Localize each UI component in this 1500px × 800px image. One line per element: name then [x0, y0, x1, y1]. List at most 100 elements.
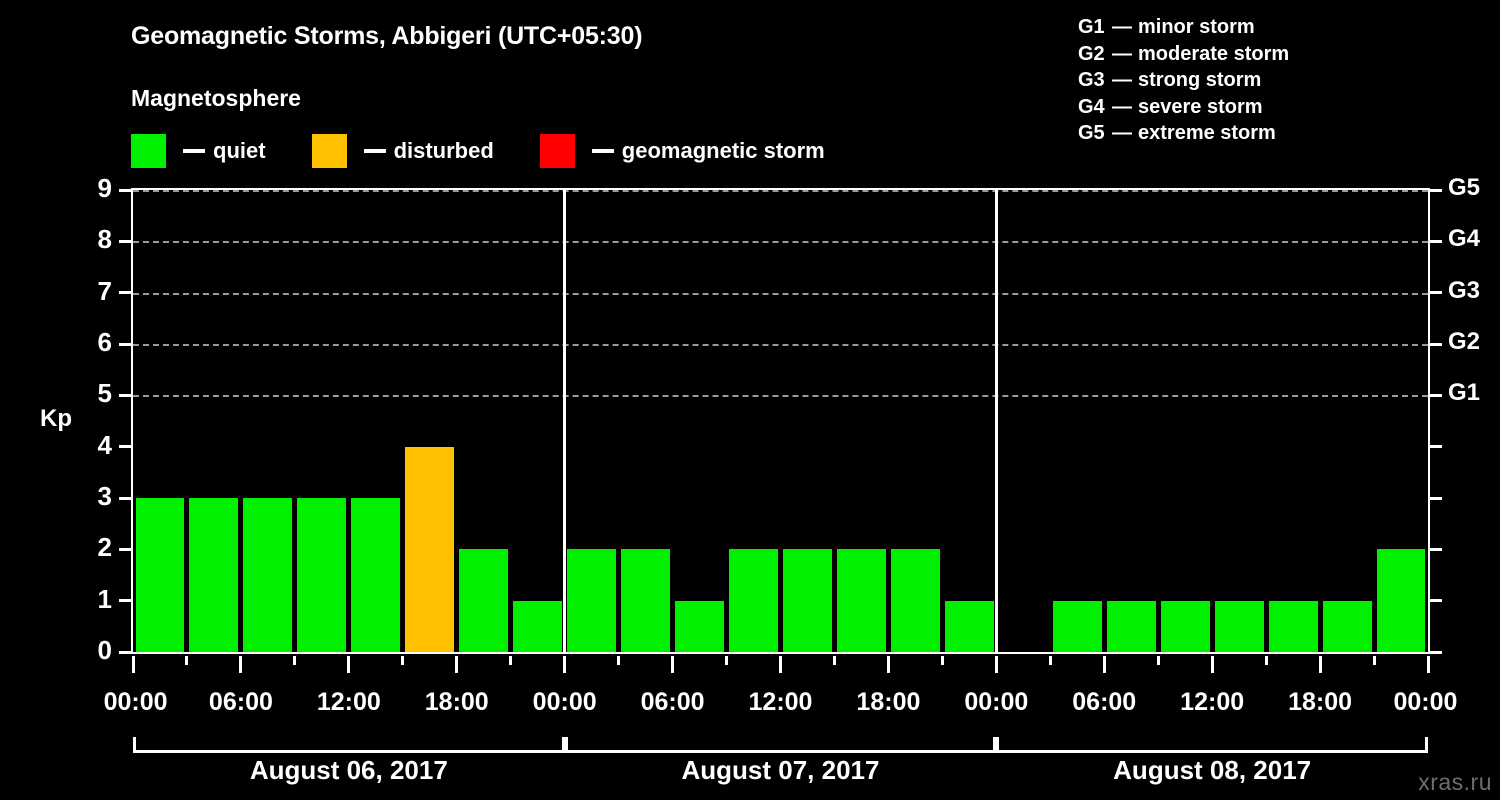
g-legend-row: G3 — strong storm [1078, 67, 1289, 94]
y-axis-label: 2 [97, 532, 112, 563]
em-dash-icon: — [1112, 69, 1132, 91]
bar [1052, 600, 1102, 652]
x-axis-tick [563, 656, 567, 673]
bar [1160, 600, 1210, 652]
bar [944, 600, 994, 652]
g-axis-tick-minor [1430, 650, 1442, 654]
bar [890, 549, 940, 652]
y-axis-label: 8 [97, 224, 112, 255]
gridline [133, 344, 1428, 346]
bar [243, 498, 293, 652]
bar [189, 498, 239, 652]
watermark: xras.ru [1418, 769, 1492, 795]
y-axis-tick [119, 547, 131, 551]
x-axis-tick [509, 656, 513, 665]
x-axis-tick [671, 656, 675, 673]
g-legend-code: G5 [1078, 122, 1105, 144]
g-legend-code: G3 [1078, 69, 1105, 91]
legend-dash-icon [591, 149, 614, 153]
em-dash-icon: — [1112, 95, 1132, 118]
bar [1322, 600, 1372, 652]
x-axis-tick [185, 656, 189, 665]
day-bracket [996, 737, 1428, 753]
section-label-magnetosphere: Magnetosphere [131, 85, 301, 111]
bar [459, 549, 509, 652]
g-axis-tick [1430, 393, 1442, 397]
g-axis-tick-minor [1430, 547, 1442, 551]
g-axis-tick-minor [1430, 496, 1442, 500]
g-axis-label: G3 [1448, 276, 1481, 304]
g-legend-description: strong storm [1138, 69, 1262, 91]
y-axis-tick [119, 496, 131, 500]
bars-layer [133, 190, 1428, 652]
y-axis-label: 1 [97, 583, 112, 614]
gridline [133, 395, 1428, 398]
x-axis-label: 00:00 [532, 688, 597, 716]
g-legend-row: G5 — extreme storm [1078, 120, 1289, 147]
plot-area [131, 188, 1430, 654]
y-axis-tick [119, 291, 131, 295]
g-legend-description: minor storm [1138, 16, 1255, 38]
legend-dash-icon [363, 149, 386, 153]
legend-dash-icon [183, 149, 205, 153]
g-axis-tick [1430, 188, 1442, 192]
y-axis-tick [119, 188, 131, 192]
day-separator [994, 190, 998, 652]
x-axis-label: 18:00 [424, 688, 489, 716]
bar [836, 549, 886, 652]
orange-swatch-icon [311, 134, 347, 168]
g-legend-description: moderate storm [1138, 42, 1290, 65]
g-axis-label: G5 [1448, 174, 1481, 201]
day-separator [563, 190, 567, 652]
g-legend-code: G2 [1078, 42, 1105, 65]
green-swatch-icon [131, 134, 166, 168]
legend-item-geomagnetic-storm: geomagnetic storm [539, 134, 825, 168]
gridline [133, 241, 1428, 244]
legend-item-quiet: quiet [131, 134, 266, 168]
x-axis-tick [1372, 656, 1376, 665]
legend-label-quiet: quiet [213, 138, 266, 163]
x-axis-tick [940, 656, 944, 665]
bar [297, 498, 347, 652]
y-axis-label: 6 [97, 327, 112, 357]
y-axis-label: 7 [97, 275, 112, 306]
y-axis-tick [119, 445, 131, 449]
x-axis-label: 12:00 [748, 688, 813, 716]
g-legend-row: G4 — severe storm [1078, 94, 1289, 121]
bar [405, 446, 455, 652]
x-axis-label: 18:00 [1288, 688, 1353, 716]
x-axis-tick [994, 656, 998, 673]
day-label: August 06, 2017 [249, 755, 448, 785]
day-label: August 07, 2017 [681, 755, 880, 785]
g-legend-row: G1 — minor storm [1078, 14, 1289, 41]
x-axis-label: 06:00 [640, 688, 705, 716]
x-axis-label: 12:00 [1180, 688, 1245, 716]
y-axis-tick [119, 650, 131, 654]
g-axis-label: G2 [1448, 328, 1481, 355]
x-axis-label: 12:00 [316, 688, 381, 716]
x-axis-tick [1264, 656, 1268, 665]
bar [783, 549, 832, 652]
bar [513, 600, 563, 652]
x-axis-tick [1048, 656, 1052, 665]
em-dash-icon: — [1112, 122, 1132, 144]
bar [675, 600, 725, 652]
page-title: Geomagnetic Storms, Abbigeri (UTC+05:30) [131, 22, 643, 50]
y-axis-tick [119, 599, 131, 603]
y-axis-tick [119, 239, 131, 243]
g-axis-tick [1430, 239, 1442, 243]
x-axis-tick [1210, 656, 1214, 673]
day-bracket [133, 737, 565, 753]
bar [1106, 600, 1156, 652]
bar [1268, 600, 1318, 652]
g-axis-tick [1430, 291, 1442, 295]
x-axis-label: 06:00 [1072, 688, 1137, 716]
x-axis-tick [1102, 656, 1106, 673]
x-axis-tick [725, 656, 729, 665]
gridline [133, 292, 1428, 295]
x-axis-label: 00:00 [103, 688, 168, 716]
legend-label-geomagnetic-storm: geomagnetic storm [621, 138, 825, 163]
x-axis-tick [455, 656, 459, 673]
g-legend-description: severe storm [1138, 95, 1263, 118]
g-legend-code: G1 [1078, 16, 1105, 38]
